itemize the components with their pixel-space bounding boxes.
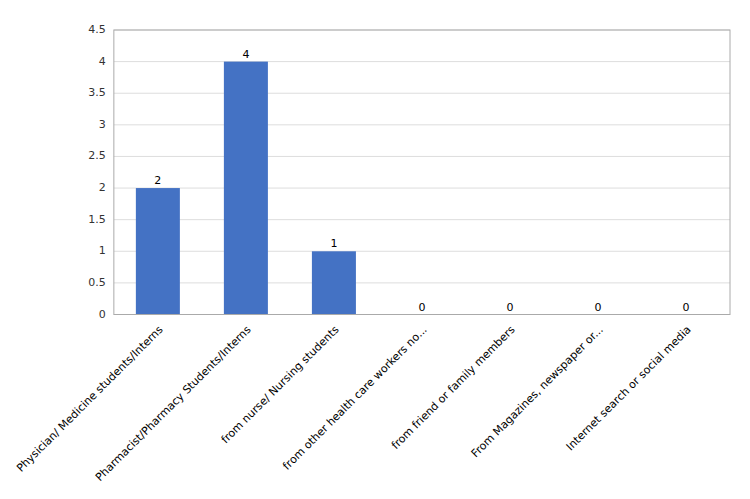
plot-frame [114,30,730,315]
data-label: 4 [242,48,249,61]
bar [136,188,180,314]
y-tick-label: 0 [99,308,106,321]
y-tick-label: 3 [99,118,106,131]
data-label: 0 [594,301,601,314]
grid-line [114,61,730,62]
data-label: 2 [154,174,161,187]
data-label: 1 [330,237,337,250]
grid-line [114,156,730,157]
y-tick-label: 2.5 [88,149,106,162]
bar [312,251,356,314]
x-tick-label: from other health care workers no... [280,323,429,472]
data-label: 0 [418,301,425,314]
bar [224,62,268,315]
x-tick-label: Pharmacist/Pharmacy Students/Interns [93,323,254,484]
background [0,0,750,499]
data-label: 0 [682,301,689,314]
y-tick-label: 4.5 [88,23,106,36]
grid [114,30,730,315]
y-tick-label: 2 [99,181,106,194]
x-tick-label: Internet search or social media [564,323,694,453]
y-tick-label: 0.5 [88,276,106,289]
page: {"chart_data": {"type": "bar", "categori… [0,0,750,499]
chart-container: 0 0.5 1 1.5 2 2.5 3 3.5 4 4.5 2 4 1 0 0 0 0 Physician/ Me… [0,0,750,499]
grid-line [114,188,730,189]
y-tick-label: 3.5 [88,86,106,99]
y-tick-label: 4 [99,55,106,68]
grid-line [114,124,730,125]
x-tick-label: Physician/ Medicine students/Interns [14,323,166,475]
chart: 0 0.5 1 1.5 2 2.5 3 3.5 4 4.5 2 4 1 0 0 0 0 Physician/ Me… [0,0,750,499]
y-tick-label: 1 [99,244,106,257]
bars [136,62,356,315]
grid-line [114,93,730,94]
grid-line [114,219,730,220]
grid-line [114,251,730,252]
grid-line [114,282,730,283]
data-label: 0 [506,301,513,314]
y-tick-label: 1.5 [88,213,106,226]
